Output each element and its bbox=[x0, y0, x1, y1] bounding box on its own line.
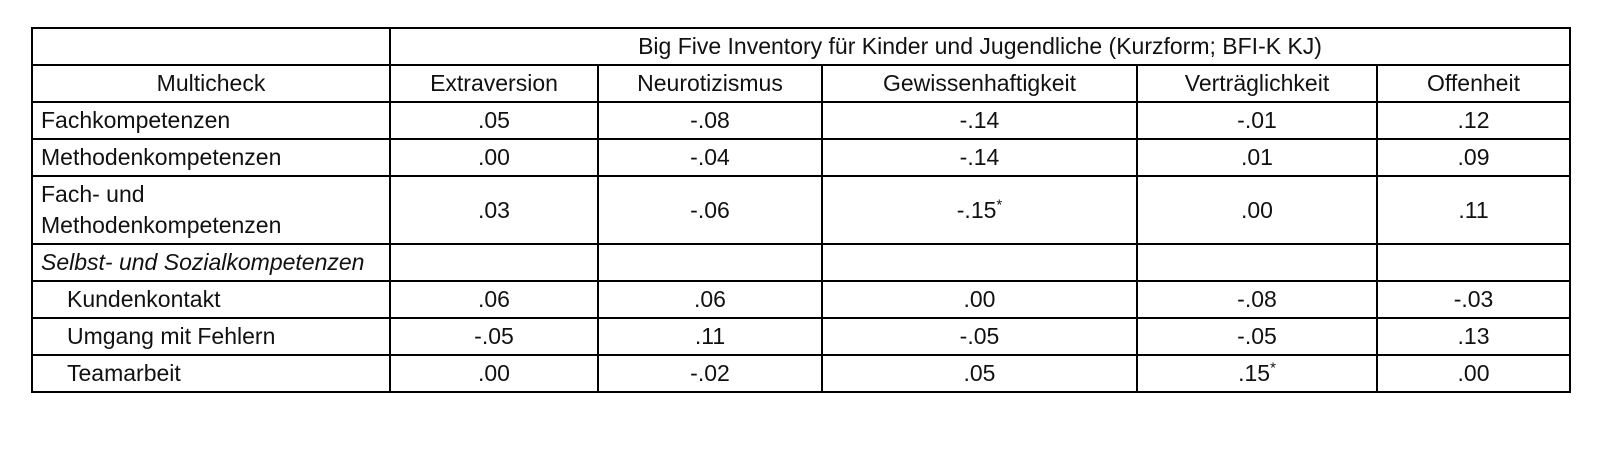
table-row-methodenkompetenzen: Methodenkompetenzen .00 -.04 -.14 .01 .0… bbox=[31, 138, 1572, 177]
cell-value: .00 bbox=[1136, 175, 1378, 245]
cell-value: -.08 bbox=[597, 101, 823, 140]
column-header-offenheit: Offenheit bbox=[1375, 64, 1572, 103]
cell-value-empty bbox=[597, 243, 823, 282]
span-header-row: Big Five Inventory für Kinder und Jugend… bbox=[31, 27, 1572, 66]
row-label: Kundenkontakt bbox=[31, 280, 391, 319]
cell-value: -.05 bbox=[1136, 317, 1378, 356]
cell-value: .09 bbox=[1375, 138, 1572, 177]
cell-value: .01 bbox=[1136, 138, 1378, 177]
row-label: Teamarbeit bbox=[31, 354, 391, 393]
table-row-kundenkontakt: Kundenkontakt .06 .06 .00 -.08 -.03 bbox=[31, 280, 1572, 319]
row-label: Fachkompetenzen bbox=[31, 101, 391, 140]
cell-value: -.06 bbox=[597, 175, 823, 245]
cell-value-empty bbox=[821, 243, 1138, 282]
cell-value: -.05 bbox=[389, 317, 599, 356]
cell-value: .11 bbox=[597, 317, 823, 356]
span-header-cell: Big Five Inventory für Kinder und Jugend… bbox=[388, 27, 1572, 66]
cell-value: -.03 bbox=[1375, 280, 1572, 319]
cell-value: -.01 bbox=[1136, 101, 1378, 140]
cell-value-empty bbox=[1375, 243, 1572, 282]
correlation-table: Big Five Inventory für Kinder und Jugend… bbox=[31, 27, 1572, 393]
column-header-gewissenhaftigkeit: Gewissenhaftigkeit bbox=[821, 64, 1138, 103]
cell-value: .11 bbox=[1375, 175, 1572, 245]
row-label: Fach- und Methodenkompetenzen bbox=[31, 175, 391, 245]
cell-value: .06 bbox=[597, 280, 823, 319]
table-row-umgang-mit-fehlern: Umgang mit Fehlern -.05 .11 -.05 -.05 .1… bbox=[31, 317, 1572, 356]
column-header-vertraeglichkeit: Verträglichkeit bbox=[1136, 64, 1378, 103]
cell-value-empty bbox=[1136, 243, 1378, 282]
cell-value: .00 bbox=[389, 138, 599, 177]
table-row-selbst-und-sozialkompetenzen: Selbst- und Sozialkompetenzen bbox=[31, 243, 1572, 282]
cell-value: .13 bbox=[1375, 317, 1572, 356]
cell-value: -.05 bbox=[821, 317, 1138, 356]
cell-value: .05 bbox=[821, 354, 1138, 393]
column-header-row: Multicheck Extraversion Neurotizismus Ge… bbox=[31, 64, 1572, 103]
cell-value: .03 bbox=[389, 175, 599, 245]
cell-value: -.14 bbox=[821, 101, 1138, 140]
table-row-fach-und-methodenkompetenzen: Fach- und Methodenkompetenzen .03 -.06 -… bbox=[31, 175, 1572, 245]
cell-value: .05 bbox=[389, 101, 599, 140]
significance-asterisk: * bbox=[1270, 359, 1276, 377]
column-header-multicheck: Multicheck bbox=[31, 64, 391, 103]
section-row-label: Selbst- und Sozialkompetenzen bbox=[31, 243, 391, 282]
empty-corner-cell bbox=[31, 27, 391, 66]
cell-value: -.08 bbox=[1136, 280, 1378, 319]
cell-value: -.14 bbox=[821, 138, 1138, 177]
cell-value: -.04 bbox=[597, 138, 823, 177]
column-header-extraversion: Extraversion bbox=[389, 64, 599, 103]
cell-value: -.15* bbox=[821, 175, 1138, 245]
row-label: Methodenkompetenzen bbox=[31, 138, 391, 177]
table-row-teamarbeit: Teamarbeit .00 -.02 .05 .15* .00 bbox=[31, 354, 1572, 393]
cell-value: .00 bbox=[389, 354, 599, 393]
cell-value: .15* bbox=[1136, 354, 1378, 393]
column-header-neurotizismus: Neurotizismus bbox=[597, 64, 823, 103]
cell-value: -.02 bbox=[597, 354, 823, 393]
cell-value: .12 bbox=[1375, 101, 1572, 140]
cell-value: .00 bbox=[1375, 354, 1572, 393]
cell-value: .06 bbox=[389, 280, 599, 319]
row-label: Umgang mit Fehlern bbox=[31, 317, 391, 356]
cell-value-empty bbox=[389, 243, 599, 282]
cell-value: .00 bbox=[821, 280, 1138, 319]
significance-asterisk: * bbox=[996, 195, 1003, 213]
table-row-fachkompetenzen: Fachkompetenzen .05 -.08 -.14 -.01 .12 bbox=[31, 101, 1572, 140]
